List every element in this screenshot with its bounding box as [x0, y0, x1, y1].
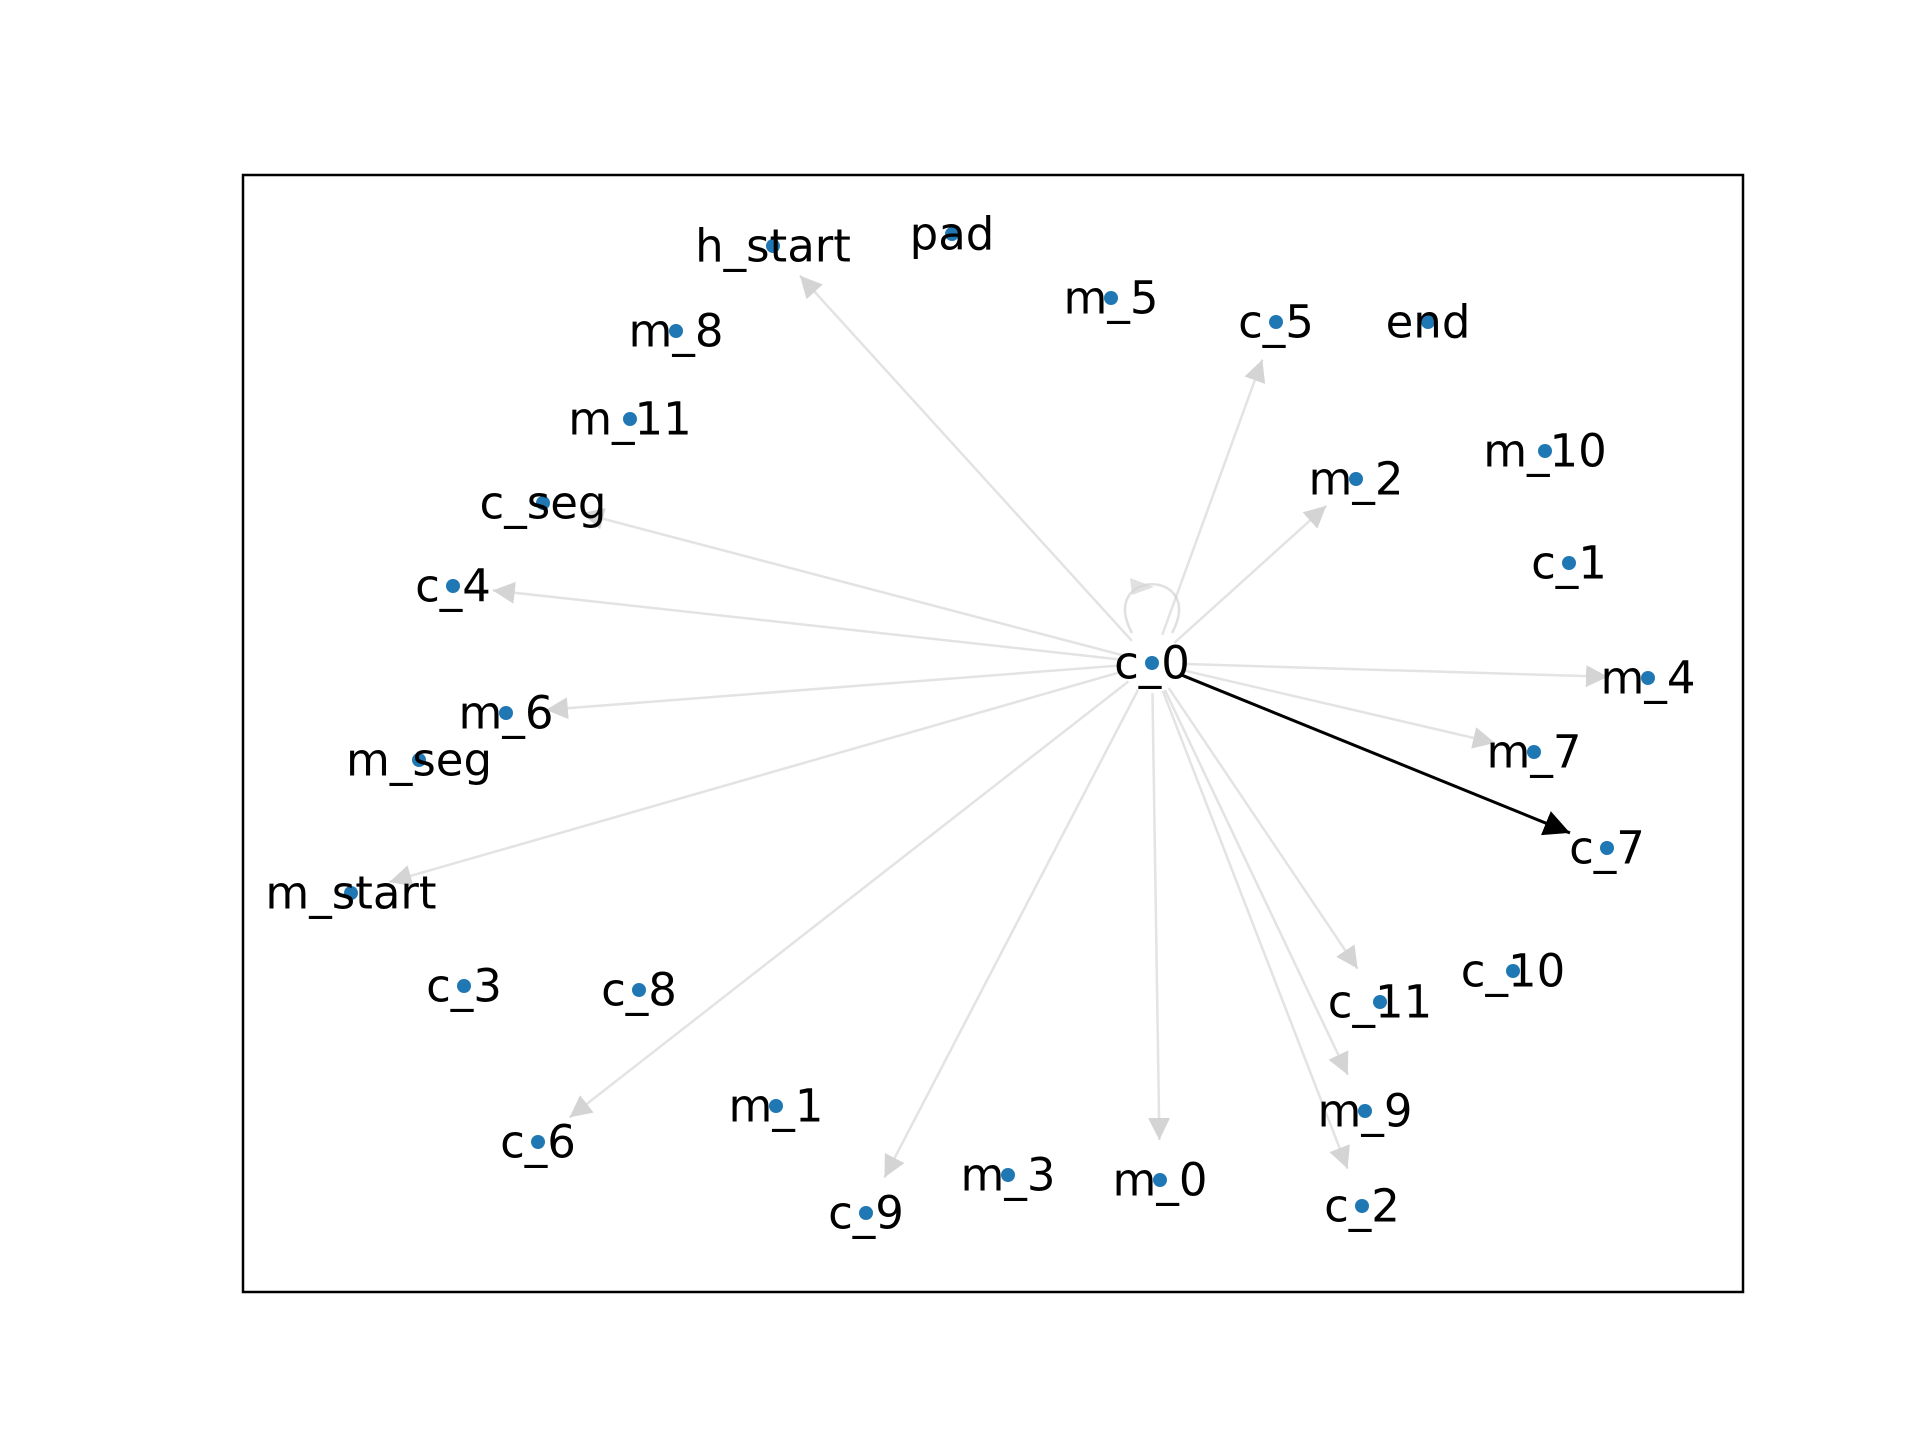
node-label-m_3: m_3: [961, 1149, 1056, 1202]
node-label-c_6: c_6: [500, 1116, 576, 1169]
node-m_start: [344, 886, 358, 900]
node-m_7: [1527, 745, 1541, 759]
node-label-m_7: m_7: [1487, 726, 1582, 779]
node-m_6: [499, 706, 513, 720]
node-m_8: [669, 324, 683, 338]
node-c_3: [457, 979, 471, 993]
node-c_6: [531, 1135, 545, 1149]
edge-c_0-to-c_7: [1179, 672, 1571, 836]
node-m_3: [1001, 1168, 1015, 1182]
edge-c_0-to-m_2: [1173, 504, 1328, 644]
node-c_9: [859, 1206, 873, 1220]
node-m_11: [623, 412, 637, 426]
edge-c_0-to-m_6: [545, 664, 1123, 720]
edge-c_0-to-c_9: [883, 689, 1140, 1179]
node-label-m_5: m_5: [1064, 272, 1159, 325]
node-label-pad: pad: [910, 208, 995, 261]
node-label-m_9: m_9: [1318, 1085, 1413, 1138]
node-label-c_10: c_10: [1461, 945, 1566, 998]
node-label-m_6: m_6: [459, 687, 554, 740]
node-m_1: [769, 1099, 783, 1113]
edge-c_0-to-m_7: [1180, 668, 1496, 749]
node-label-h_start: h_start: [695, 220, 851, 273]
node-c_5: [1269, 315, 1283, 329]
node-c_7: [1600, 841, 1614, 855]
plot-frame: [241, 173, 1745, 1294]
edge-c_0-to-c_seg: [581, 508, 1124, 657]
edges-layer: [389, 274, 1609, 1179]
node-label-m_seg: m_seg: [346, 734, 492, 787]
edge-c_0-to-c_11: [1167, 687, 1359, 970]
node-label-m_0: m_0: [1113, 1154, 1208, 1207]
node-label-c_0: c_0: [1114, 637, 1190, 690]
node-label-c_9: c_9: [828, 1187, 904, 1240]
node-c_1: [1562, 556, 1576, 570]
edge-c_0-to-c_4: [492, 581, 1123, 661]
node-label-m_10: m_10: [1483, 425, 1607, 478]
node-label-c_4: c_4: [415, 560, 491, 613]
edge-self-loop-c_0: [1123, 583, 1181, 634]
edge-self-loop-arrowhead: [1130, 578, 1154, 595]
node-label-m_start: m_start: [265, 867, 436, 920]
edge-c_0-to-m_4: [1181, 662, 1609, 688]
node-label-c_2: c_2: [1324, 1180, 1400, 1233]
node-label-m_4: m_4: [1601, 652, 1696, 705]
edge-c_0-to-m_9: [1163, 689, 1349, 1076]
node-c_8: [632, 983, 646, 997]
edge-c_0-to-m_start: [389, 670, 1124, 887]
edge-c_0-to-c_6: [568, 680, 1130, 1119]
nodes-layer: [344, 227, 1655, 1220]
node-m_seg: [412, 753, 426, 767]
node-label-c_8: c_8: [601, 964, 677, 1017]
node-label-c_3: c_3: [426, 960, 502, 1013]
node-label-c_5: c_5: [1238, 296, 1314, 349]
node-m_2: [1349, 472, 1363, 486]
node-m_4: [1641, 671, 1655, 685]
node-label-c_1: c_1: [1531, 537, 1607, 590]
node-m_0: [1153, 1173, 1167, 1187]
node-label-end: end: [1386, 296, 1471, 349]
node-label-c_7: c_7: [1569, 822, 1645, 875]
node-c_0: [1145, 656, 1159, 670]
node-end: [1421, 315, 1435, 329]
node-h_start: [766, 239, 780, 253]
node-label-m_2: m_2: [1309, 453, 1404, 506]
node-pad: [945, 227, 959, 241]
node-m_9: [1358, 1104, 1372, 1118]
node-label-m_11: m_11: [568, 393, 692, 446]
edge-c_0-to-c_2: [1161, 690, 1350, 1170]
node-c_11: [1373, 995, 1387, 1009]
node-m_10: [1538, 444, 1552, 458]
node-label-m_1: m_1: [729, 1080, 824, 1133]
edge-c_0-to-m_0: [1148, 692, 1171, 1141]
labels-layer: h_start pad m_5 c_5 end m_8 m_11 m_10 m_2 c_seg c_…: [265, 208, 1695, 1240]
node-m_5: [1104, 291, 1118, 305]
node-c_seg: [536, 496, 550, 510]
node-label-c_seg: c_seg: [480, 477, 607, 530]
node-label-c_11: c_11: [1328, 976, 1433, 1029]
edge-c_0-to-h_start: [798, 274, 1133, 642]
node-label-m_8: m_8: [629, 305, 724, 358]
edge-c_0-to-c_5: [1161, 359, 1266, 636]
node-c_2: [1355, 1199, 1369, 1213]
node-c_10: [1506, 964, 1520, 978]
node-c_4: [446, 579, 460, 593]
